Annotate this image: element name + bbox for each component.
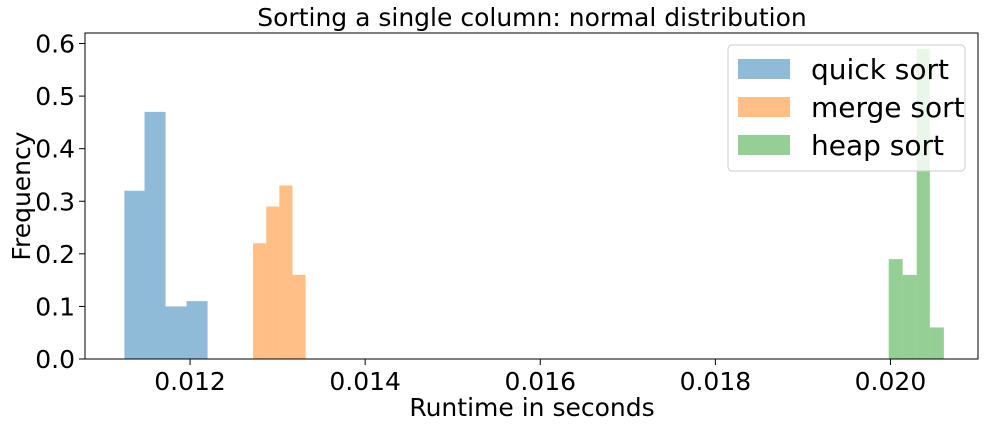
y-tick-label: 0.1 [35,292,75,321]
y-axis-ticks: 0.0 0.1 0.2 0.3 0.4 0.5 0.6 [35,30,85,374]
quick-sort-bar-2 [165,306,187,359]
x-tick-label: 0.018 [680,367,752,396]
quick-sort-bar-1 [144,111,166,359]
y-axis-label: Frequency [7,131,36,260]
y-tick-label: 0.4 [35,135,75,164]
heap-sort-bar-0 [888,259,903,359]
legend: quick sort merge sort heap sort [727,44,966,172]
legend-label-merge-sort: merge sort [811,91,965,124]
heap-sort-bar-1 [902,274,917,359]
legend-swatch-quick-sort [738,59,790,79]
y-tick-label: 0.3 [35,187,75,216]
y-tick-label: 0.2 [35,240,75,269]
y-tick-label: 0.5 [35,82,75,111]
merge-sort-bar-0 [253,243,267,359]
y-tick-label: 0.0 [35,345,75,374]
quick-sort-bar-0 [124,190,145,359]
legend-swatch-heap-sort [738,135,790,155]
x-tick-label: 0.016 [504,367,576,396]
legend-label-quick-sort: quick sort [811,53,949,86]
merge-sort-bar-1 [266,206,280,359]
quick-sort-bar-3 [186,301,208,359]
legend-swatch-merge-sort [738,97,790,117]
x-tick-label: 0.020 [855,367,927,396]
x-tick-label: 0.014 [329,367,401,396]
plot-frame [84,32,979,360]
chart-title: Sorting a single column: normal distribu… [257,3,807,32]
x-tick-label: 0.012 [154,367,226,396]
legend-label-heap-sort: heap sort [811,129,944,162]
merge-sort-bar-2 [279,185,293,359]
y-tick-label: 0.6 [35,30,75,59]
x-axis-ticks: 0.012 0.014 0.016 0.018 0.020 [154,359,926,396]
merge-sort-bar-3 [292,274,306,359]
heap-sort-bar-3 [929,327,944,359]
x-axis-label: Runtime in seconds [409,393,654,422]
